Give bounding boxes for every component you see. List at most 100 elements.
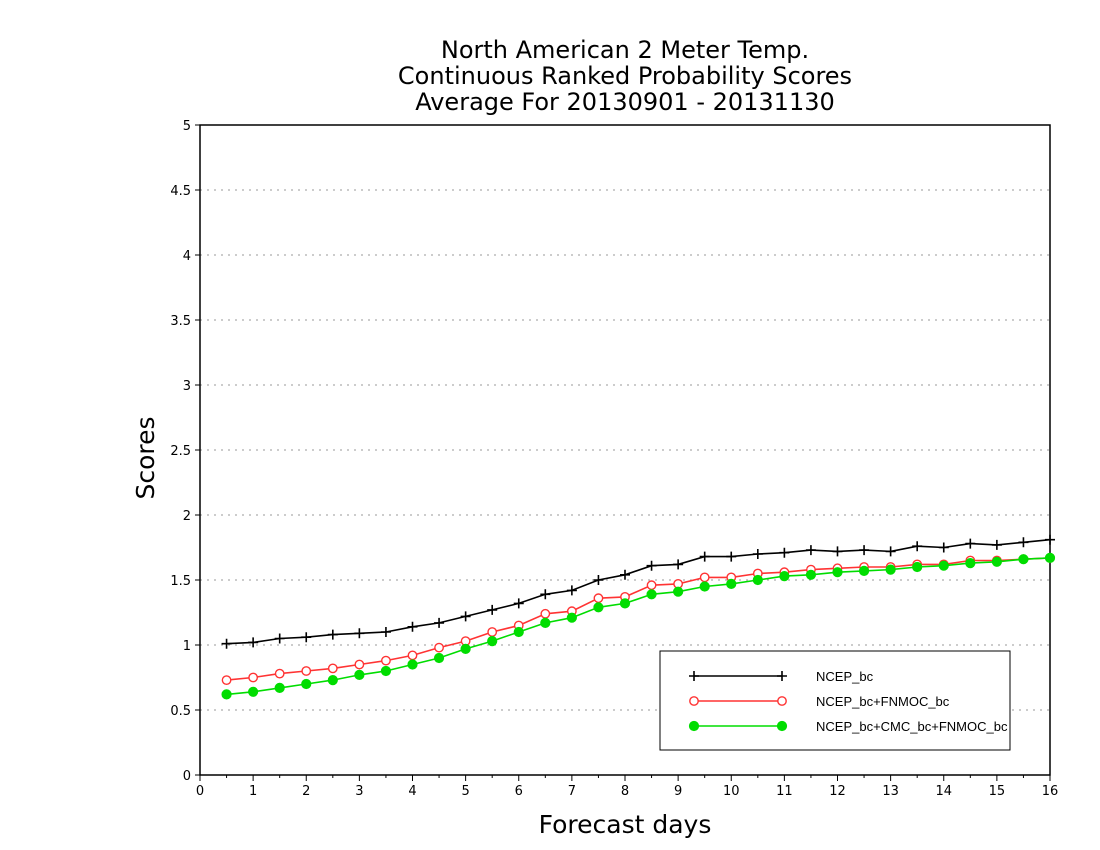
y-tick-label: 1.5 <box>170 574 191 589</box>
data-point <box>885 546 896 557</box>
x-tick-label: 0 <box>196 784 204 799</box>
data-point <box>566 612 577 623</box>
data-point <box>434 642 444 653</box>
data-point <box>434 617 445 628</box>
x-tick-label: 14 <box>935 784 952 799</box>
title-line-3: Average For 20130901 - 20131130 <box>415 88 835 116</box>
x-tick-label: 15 <box>989 784 1006 799</box>
data-point <box>380 665 392 677</box>
data-point <box>965 538 976 549</box>
legend-marker <box>776 720 788 732</box>
x-tick-label: 1 <box>249 784 257 799</box>
data-point <box>407 621 418 632</box>
data-point <box>433 652 445 664</box>
legend-marker <box>777 696 787 706</box>
data-point <box>487 604 498 615</box>
data-point <box>460 611 471 622</box>
data-point <box>301 666 312 676</box>
data-point <box>699 572 710 583</box>
x-tick-label: 5 <box>461 784 469 799</box>
legend-label: NCEP_bc+CMC_bc+FNMOC_bc <box>816 719 1008 734</box>
x-tick-label: 4 <box>408 784 416 799</box>
data-point <box>248 637 259 648</box>
y-tick-label: 4.5 <box>170 184 191 199</box>
chart-title: North American 2 Meter Temp.Continuous R… <box>398 36 852 116</box>
y-axis-label: Scores <box>131 416 160 499</box>
x-tick-label: 11 <box>776 784 793 799</box>
x-tick-label: 6 <box>515 784 523 799</box>
data-point <box>699 551 710 562</box>
legend-marker <box>777 671 787 681</box>
y-tick-label: 0.5 <box>170 704 191 719</box>
data-point <box>513 598 524 609</box>
series-3 <box>221 552 1056 700</box>
data-point <box>274 682 285 694</box>
data-point <box>991 556 1002 567</box>
data-point <box>487 636 498 647</box>
data-point <box>380 627 391 637</box>
data-point <box>301 632 312 643</box>
data-point <box>646 560 657 571</box>
data-point <box>726 578 737 590</box>
legend-marker <box>688 720 700 732</box>
data-point <box>407 650 418 661</box>
data-point <box>858 565 870 577</box>
data-point <box>859 545 870 556</box>
data-point <box>752 549 763 559</box>
data-point <box>248 672 259 683</box>
data-point <box>327 663 338 674</box>
data-point <box>832 546 843 557</box>
data-point <box>1018 554 1029 565</box>
x-tick-label: 10 <box>723 784 740 799</box>
data-point <box>673 586 684 597</box>
data-point <box>673 559 684 570</box>
data-point <box>354 628 365 639</box>
y-tick-label: 5 <box>183 119 191 134</box>
data-point <box>965 558 976 569</box>
data-point <box>221 638 232 649</box>
data-point <box>593 593 604 604</box>
data-point <box>327 629 338 640</box>
data-point <box>460 643 471 655</box>
data-point <box>540 617 551 629</box>
x-tick-label: 7 <box>568 784 576 799</box>
data-point <box>487 627 498 637</box>
data-point <box>381 655 391 666</box>
y-tick-label: 4 <box>183 249 191 264</box>
y-axis: 0 0.5 1 1.5 2 2.5 3 3.5 4 4.5 5 <box>170 119 200 784</box>
legend-item: NCEP_bc <box>689 669 874 684</box>
title-line-2: Continuous Ranked Probability Scores <box>398 62 852 90</box>
y-tick-label: 2 <box>183 509 191 524</box>
data-point <box>805 545 816 556</box>
data-point <box>566 585 577 596</box>
data-point <box>646 580 657 591</box>
data-point <box>540 608 551 619</box>
data-point <box>221 689 232 700</box>
data-point <box>726 551 737 562</box>
data-point <box>620 569 630 580</box>
data-point <box>699 581 710 592</box>
data-point <box>274 633 285 644</box>
data-point <box>593 575 604 585</box>
data-point <box>540 589 551 600</box>
data-point <box>619 598 631 609</box>
y-tick-label: 1 <box>183 639 191 654</box>
data-point <box>991 539 1002 550</box>
data-point <box>938 560 949 571</box>
data-point <box>779 547 790 558</box>
data-point <box>885 564 896 575</box>
data-point <box>513 626 524 638</box>
y-tick-label: 3 <box>183 379 191 394</box>
y-tick-label: 0 <box>183 769 191 784</box>
x-axis: 0 1 2 3 4 5 6 7 8 9 10 11 12 13 14 15 16 <box>196 775 1058 799</box>
legend-marker <box>689 696 699 706</box>
data-point <box>407 659 418 670</box>
x-tick-label: 16 <box>1042 784 1059 799</box>
y-tick-label: 2.5 <box>170 444 191 459</box>
x-tick-label: 3 <box>355 784 363 799</box>
x-axis-label: Forecast days <box>539 810 712 839</box>
data-point <box>593 602 604 613</box>
x-tick-label: 8 <box>621 784 629 799</box>
legend-item: NCEP_bc+FNMOC_bc <box>689 694 950 709</box>
data-point <box>221 675 232 685</box>
